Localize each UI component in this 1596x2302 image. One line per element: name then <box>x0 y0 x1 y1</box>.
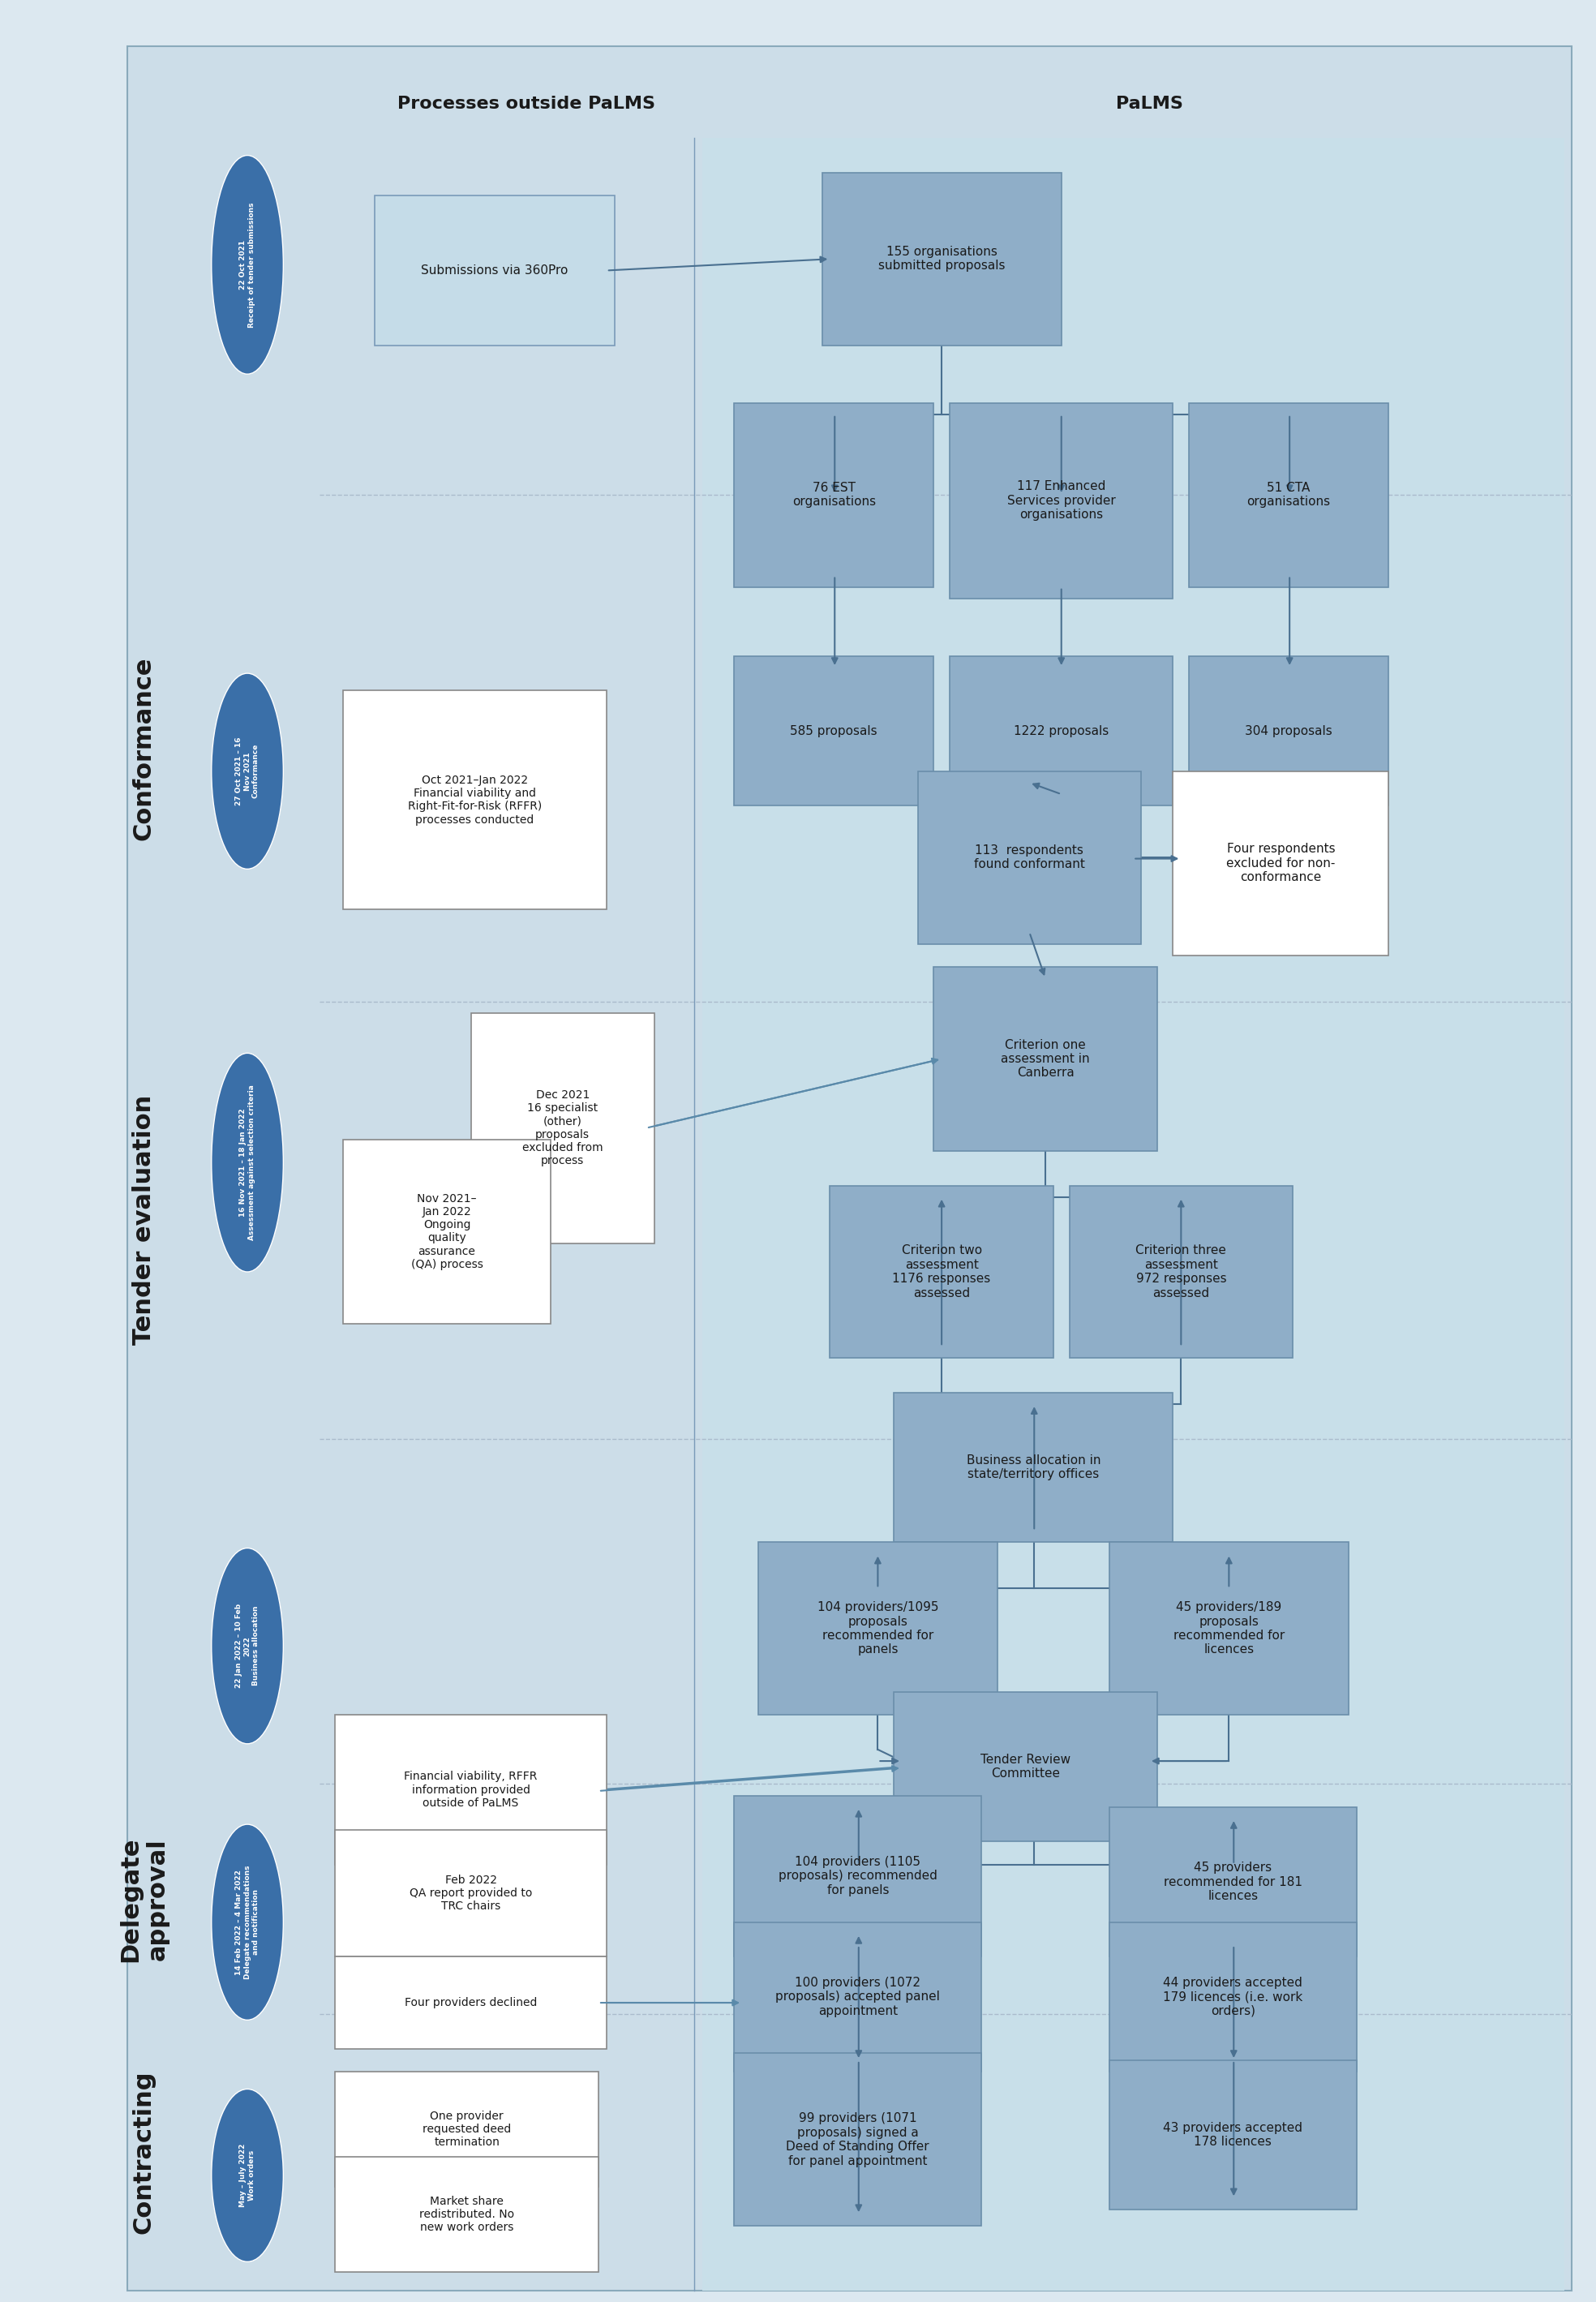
FancyBboxPatch shape <box>471 1013 654 1243</box>
Text: 51 CTA
organisations: 51 CTA organisations <box>1246 481 1331 509</box>
Ellipse shape <box>211 672 284 868</box>
Text: 14 Feb 2022 – 4 Mar 2022
Delegate recommendations
and notification: 14 Feb 2022 – 4 Mar 2022 Delegate recomm… <box>235 1865 260 1980</box>
Text: 45 providers/189
proposals
recommended for
licences: 45 providers/189 proposals recommended f… <box>1173 1602 1285 1655</box>
Text: Four respondents
excluded for non-
conformance: Four respondents excluded for non- confo… <box>1226 843 1336 884</box>
FancyBboxPatch shape <box>918 771 1141 944</box>
FancyBboxPatch shape <box>702 138 1564 2290</box>
Text: Financial viability, RFFR
information provided
outside of PaLMS: Financial viability, RFFR information pr… <box>404 1770 538 1809</box>
FancyBboxPatch shape <box>894 1393 1173 1542</box>
Text: 585 proposals: 585 proposals <box>790 725 878 737</box>
Text: 76 EST
organisations: 76 EST organisations <box>792 481 876 509</box>
Text: 99 providers (1071
proposals) signed a
Deed of Standing Offer
for panel appointm: 99 providers (1071 proposals) signed a D… <box>787 2113 929 2166</box>
Text: 1222 proposals: 1222 proposals <box>1013 725 1109 737</box>
Text: PaLMS: PaLMS <box>1116 94 1183 113</box>
Text: Criterion two
assessment
1176 responses
assessed: Criterion two assessment 1176 responses … <box>892 1245 991 1298</box>
Text: Conformance: Conformance <box>132 656 155 840</box>
FancyBboxPatch shape <box>1189 403 1389 587</box>
Ellipse shape <box>211 1547 284 1745</box>
FancyBboxPatch shape <box>822 173 1061 345</box>
Text: 113  respondents
found conformant: 113 respondents found conformant <box>974 845 1085 870</box>
Text: Delegate
approval: Delegate approval <box>118 1837 169 1961</box>
Text: 117 Enhanced
Services provider
organisations: 117 Enhanced Services provider organisat… <box>1007 481 1116 520</box>
FancyBboxPatch shape <box>343 691 606 909</box>
Text: Tender evaluation: Tender evaluation <box>132 1096 155 1344</box>
FancyBboxPatch shape <box>734 403 934 587</box>
Text: One provider
requested deed
termination: One provider requested deed termination <box>423 2111 511 2148</box>
Text: Nov 2021–
Jan 2022
Ongoing
quality
assurance
(QA) process: Nov 2021– Jan 2022 Ongoing quality assur… <box>410 1192 484 1271</box>
FancyBboxPatch shape <box>734 1796 982 1957</box>
FancyBboxPatch shape <box>894 1692 1157 1842</box>
Text: 22 Jan 2022 – 10 Feb
2022
Business allocation: 22 Jan 2022 – 10 Feb 2022 Business alloc… <box>235 1604 260 1687</box>
Text: Oct 2021–Jan 2022
Financial viability and
Right-Fit-for-Risk (RFFR)
processes co: Oct 2021–Jan 2022 Financial viability an… <box>409 773 541 826</box>
Text: Feb 2022
QA report provided to
TRC chairs: Feb 2022 QA report provided to TRC chair… <box>410 1874 531 1913</box>
Text: Market share
redistributed. No
new work orders: Market share redistributed. No new work … <box>420 2196 514 2233</box>
Text: 304 proposals: 304 proposals <box>1245 725 1333 737</box>
Text: Tender Review
Committee: Tender Review Committee <box>980 1754 1071 1779</box>
Text: Business allocation in
state/territory offices: Business allocation in state/territory o… <box>966 1455 1101 1480</box>
Text: Submissions via 360Pro: Submissions via 360Pro <box>421 265 568 276</box>
FancyBboxPatch shape <box>734 1922 982 2072</box>
FancyBboxPatch shape <box>335 2157 598 2272</box>
Text: 27 Oct 2021 – 16
Nov 2021
Conformance: 27 Oct 2021 – 16 Nov 2021 Conformance <box>235 737 260 806</box>
Text: 45 providers
recommended for 181
licences: 45 providers recommended for 181 licence… <box>1163 1862 1302 1901</box>
FancyBboxPatch shape <box>1109 1922 1357 2072</box>
FancyBboxPatch shape <box>335 1957 606 2049</box>
FancyBboxPatch shape <box>335 2072 598 2187</box>
Text: 104 providers (1105
proposals) recommended
for panels: 104 providers (1105 proposals) recommend… <box>779 1855 937 1897</box>
Ellipse shape <box>211 2090 284 2261</box>
FancyBboxPatch shape <box>1109 2060 1357 2210</box>
Text: Criterion three
assessment
972 responses
assessed: Criterion three assessment 972 responses… <box>1136 1245 1226 1298</box>
Ellipse shape <box>211 1823 284 2021</box>
FancyBboxPatch shape <box>375 196 614 345</box>
Text: 43 providers accepted
178 licences: 43 providers accepted 178 licences <box>1163 2122 1302 2148</box>
Text: 104 providers/1095
proposals
recommended for
panels: 104 providers/1095 proposals recommended… <box>817 1602 938 1655</box>
FancyBboxPatch shape <box>1189 656 1389 806</box>
FancyBboxPatch shape <box>1109 1807 1357 1957</box>
FancyBboxPatch shape <box>335 1715 606 1865</box>
Text: 16 Nov 2021 – 18 Jan 2022
Assessment against selection criteria: 16 Nov 2021 – 18 Jan 2022 Assessment aga… <box>239 1084 255 1241</box>
Text: May – July 2022
Work orders: May – July 2022 Work orders <box>239 2143 255 2208</box>
FancyBboxPatch shape <box>343 1139 551 1324</box>
Text: 22 Oct 2021
Receipt of tender submissions: 22 Oct 2021 Receipt of tender submission… <box>239 203 255 327</box>
FancyBboxPatch shape <box>734 2053 982 2226</box>
FancyBboxPatch shape <box>934 967 1157 1151</box>
FancyBboxPatch shape <box>335 1830 606 1957</box>
FancyBboxPatch shape <box>830 1186 1053 1358</box>
FancyBboxPatch shape <box>950 403 1173 599</box>
Text: Criterion one
assessment in
Canberra: Criterion one assessment in Canberra <box>1001 1038 1090 1080</box>
FancyBboxPatch shape <box>1069 1186 1293 1358</box>
Text: 100 providers (1072
proposals) accepted panel
appointment: 100 providers (1072 proposals) accepted … <box>776 1977 940 2017</box>
Text: Processes outside PaLMS: Processes outside PaLMS <box>397 94 656 113</box>
Ellipse shape <box>211 1054 284 1271</box>
FancyBboxPatch shape <box>734 656 934 806</box>
Text: 44 providers accepted
179 licences (i.e. work
orders): 44 providers accepted 179 licences (i.e.… <box>1163 1977 1302 2017</box>
FancyBboxPatch shape <box>1173 771 1389 955</box>
FancyBboxPatch shape <box>1109 1542 1349 1715</box>
Text: Contracting: Contracting <box>132 2069 155 2235</box>
FancyBboxPatch shape <box>950 656 1173 806</box>
FancyBboxPatch shape <box>758 1542 998 1715</box>
Text: 155 organisations
submitted proposals: 155 organisations submitted proposals <box>878 246 1005 272</box>
Text: Dec 2021
16 specialist
(other)
proposals
excluded from
process: Dec 2021 16 specialist (other) proposals… <box>522 1089 603 1167</box>
Text: Four providers declined: Four providers declined <box>404 1998 538 2007</box>
Ellipse shape <box>211 157 284 373</box>
FancyBboxPatch shape <box>128 46 1572 2290</box>
